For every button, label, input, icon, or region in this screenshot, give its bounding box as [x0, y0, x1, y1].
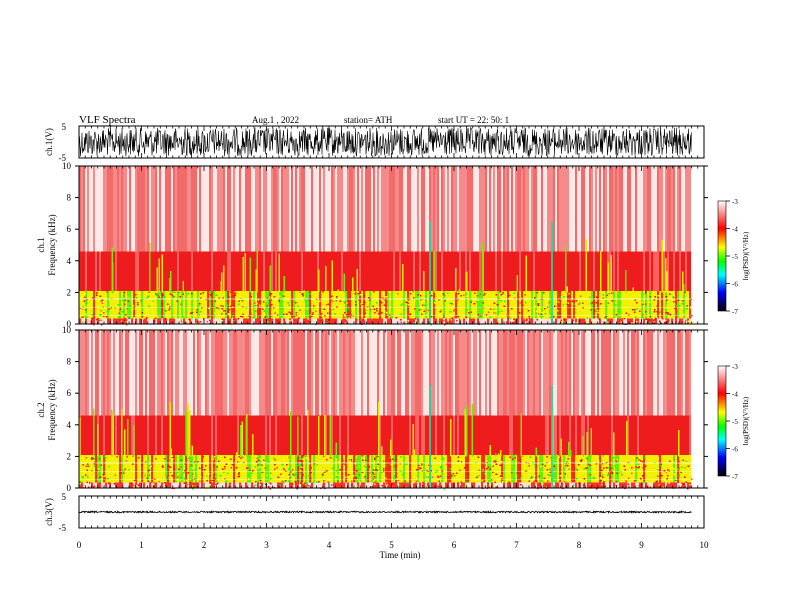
time-tick-label: 10: [700, 540, 710, 550]
ch1-freq-tick-label: 8: [67, 193, 72, 203]
ch1-waveform-line: [78, 126, 692, 157]
date-label: Aug.1 , 2022: [252, 115, 299, 125]
ch2-colorbar-tick-label: -6: [732, 446, 738, 454]
station-label: station= ATH: [344, 115, 393, 125]
ch2-colorbar-tick-label: -5: [732, 418, 738, 426]
ch1-freq-tick-label: 2: [67, 287, 72, 297]
ch2-colorbar-tick-label: -4: [732, 391, 738, 399]
ch1-colorbar-ticks: -3 -4 -5 -6 -7: [726, 198, 738, 316]
ch1-colorbar-label: log(PSD)(V²/Hz): [742, 231, 750, 280]
ch2-frequency-ticks: 0 2 4 6 8 10: [62, 325, 708, 493]
ch2-frequency-axis-label: Frequency (kHz): [47, 379, 57, 440]
ch3-waveform-ylabel: ch.3(V): [44, 498, 54, 526]
ch1-freq-tick-label: 10: [62, 161, 72, 171]
ch1-freq-tick-label: 0: [67, 319, 72, 329]
ch1-frequency-axis-label: Frequency (kHz): [47, 214, 57, 275]
ch2-freq-tick-label: 8: [67, 357, 72, 367]
time-tick-label: 0: [77, 540, 82, 550]
time-axis-tick-labels: 0 1 2 3 4 5 6 7 8 9 10: [77, 540, 709, 550]
ch2-spectrogram-channel-label: ch.2: [36, 402, 46, 417]
ch3-waveform-ticks: [78, 496, 705, 528]
ch1-ytick-top: 5: [62, 122, 67, 132]
ch2-colorbar-tick-label: -3: [732, 363, 738, 371]
time-tick-label: 8: [577, 540, 582, 550]
ch1-spectrogram-panel: 0 2 4 6 8 10 ch.1 Frequency (kHz): [36, 161, 708, 329]
ch3-ytick-top: 5: [62, 492, 67, 502]
ch1-spectrogram-xticks: [78, 166, 705, 324]
ch3-waveform-line: [78, 509, 692, 515]
ch2-colorbar: -3 -4 -5 -6 -7 log(PSD)(V²/Hz): [717, 363, 750, 481]
ch1-ytick-bottom: -5: [59, 153, 67, 163]
start-time-label: start UT = 22: 50: 1: [438, 115, 509, 125]
ch3-ytick-bottom: -5: [59, 523, 67, 533]
ch3-waveform-panel: 5 -5 ch.3(V): [44, 492, 705, 533]
figure-title: VLF Spectra: [79, 114, 136, 126]
ch2-colorbar-tick-label: -7: [732, 473, 738, 481]
time-tick-label: 2: [202, 540, 207, 550]
time-tick-label: 7: [514, 540, 519, 550]
time-tick-label: 5: [389, 540, 394, 550]
time-tick-label: 4: [327, 540, 332, 550]
ch1-colorbar-gradient: [717, 200, 727, 312]
time-tick-label: 3: [264, 540, 269, 550]
ch1-frequency-ticks: 0 2 4 6 8 10: [62, 161, 708, 329]
ch1-freq-tick-label: 4: [67, 256, 72, 266]
ch2-spectrogram-xticks: [78, 330, 705, 488]
ch2-colorbar-ticks: -3 -4 -5 -6 -7: [726, 363, 738, 481]
ch1-colorbar-tick-label: -4: [732, 226, 738, 234]
ch1-colorbar-tick-label: -6: [732, 281, 738, 289]
ch2-spectrogram-image: [79, 330, 693, 490]
ch1-waveform-panel: 5 -5 ch.1(V): [44, 122, 705, 163]
ch1-colorbar-tick-label: -5: [732, 253, 738, 261]
ch2-colorbar-gradient: [717, 365, 727, 477]
ch1-colorbar: -3 -4 -5 -6 -7 log(PSD)(V²/Hz): [717, 198, 750, 316]
ch2-freq-tick-label: 6: [67, 388, 72, 398]
ch1-waveform-ylabel: ch.1(V): [44, 128, 54, 156]
time-axis-label: Time (min): [380, 550, 421, 560]
time-tick-label: 6: [452, 540, 457, 550]
ch1-waveform-ticks: [78, 126, 705, 158]
ch1-freq-tick-label: 6: [67, 224, 72, 234]
ch2-colorbar-label: log(PSD)(V²/Hz): [742, 396, 750, 445]
time-tick-label: 1: [139, 540, 144, 550]
ch2-spectrogram-panel: 0 2 4 6 8 10 ch.2 Frequency (kHz): [36, 325, 708, 493]
ch1-colorbar-tick-label: -7: [732, 308, 738, 316]
ch2-freq-tick-label: 0: [67, 483, 72, 493]
ch1-colorbar-tick-label: -3: [732, 198, 738, 206]
time-tick-label: 9: [639, 540, 644, 550]
ch1-spectrogram-channel-label: ch.1: [36, 237, 46, 252]
ch2-freq-tick-label: 10: [62, 325, 72, 335]
ch2-freq-tick-label: 4: [67, 420, 72, 430]
ch1-spectrogram-image: [79, 166, 693, 326]
ch2-freq-tick-label: 2: [67, 451, 72, 461]
